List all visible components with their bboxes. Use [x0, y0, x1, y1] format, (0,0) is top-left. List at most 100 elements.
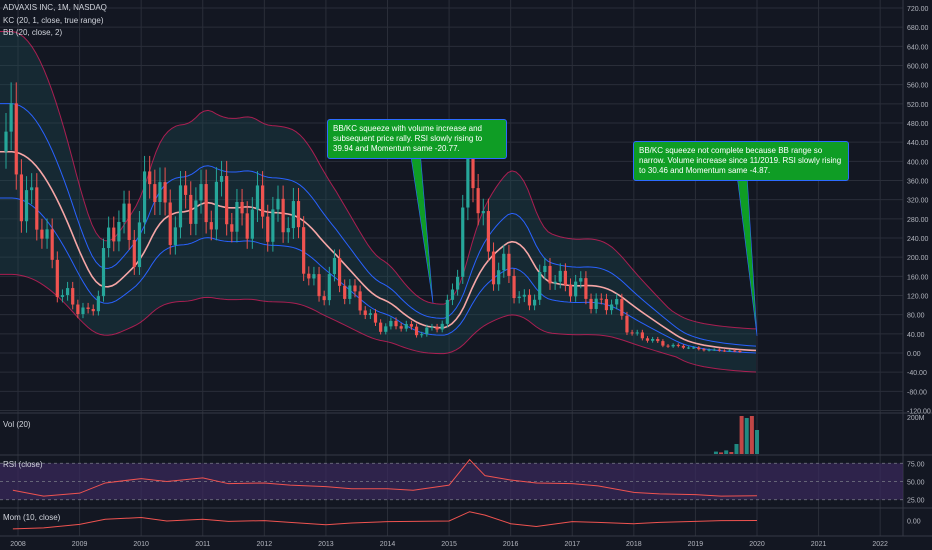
- candle-body: [142, 171, 147, 223]
- price-axis-tick-label: -40.00: [907, 370, 927, 377]
- candle-body: [127, 203, 131, 240]
- candle-body: [55, 259, 59, 297]
- candle-body: [322, 296, 326, 301]
- candle-body: [676, 344, 680, 346]
- candle-body: [461, 207, 465, 277]
- candle-body: [230, 224, 234, 232]
- candle-body: [733, 350, 737, 352]
- price-axis-tick-label: -120.00: [907, 409, 931, 416]
- candle-body: [466, 145, 470, 208]
- candle-body: [199, 184, 203, 201]
- candle-body: [430, 326, 434, 328]
- price-axis-tick-label: 200.00: [907, 255, 929, 262]
- kc-indicator-label[interactable]: KC (20, 1, close, true range): [3, 16, 104, 25]
- candle-body: [692, 347, 696, 349]
- price-axis-tick-label: 480.00: [907, 121, 929, 128]
- momentum-axis-tick-label: 0.00: [907, 518, 921, 525]
- momentum-pane-title[interactable]: Mom (10, close): [3, 513, 61, 522]
- time-axis-tick-label: 2016: [503, 541, 519, 548]
- bollinger-band-fill: [0, 31, 756, 373]
- price-axis-tick-label: 160.00: [907, 274, 929, 281]
- volume-bar: [724, 450, 729, 454]
- candle-body: [599, 298, 603, 300]
- candle-body: [589, 298, 593, 309]
- time-axis-tick-label: 2014: [380, 541, 396, 548]
- bb-indicator-label[interactable]: BB (20, close, 2): [3, 28, 63, 37]
- price-axis-tick-label: 120.00: [907, 294, 929, 301]
- candle-body: [717, 349, 721, 351]
- candle-body: [50, 229, 54, 260]
- candle-body: [35, 187, 39, 230]
- time-axis-tick-label: 2011: [195, 541, 210, 548]
- candle-body: [60, 295, 65, 297]
- price-axis-tick-label: -80.00: [907, 389, 927, 396]
- candle-body: [245, 213, 249, 239]
- candle-body: [296, 201, 301, 228]
- candle-body: [132, 239, 136, 268]
- price-axis-tick-label: 240.00: [907, 236, 929, 243]
- volume-bar: [734, 444, 739, 454]
- candle-body: [722, 350, 727, 352]
- candle-body: [317, 274, 321, 297]
- volume-bar: [739, 416, 744, 454]
- rsi-pane-title[interactable]: RSI (close): [3, 460, 43, 469]
- candle-body: [184, 185, 188, 195]
- time-axis-tick-label: 2019: [688, 541, 704, 548]
- candle-body: [327, 274, 331, 301]
- candle-body: [373, 313, 378, 323]
- candle-body: [527, 294, 532, 306]
- candle-body: [137, 222, 142, 268]
- volume-pane-title[interactable]: Vol (20): [3, 420, 31, 429]
- time-axis-tick-label: 2020: [749, 541, 765, 548]
- candle-body: [420, 334, 424, 336]
- candle-body: [81, 307, 85, 315]
- volume-bar: [719, 452, 724, 454]
- candle-body: [219, 176, 224, 182]
- candle-body: [30, 187, 34, 191]
- candle-body: [532, 299, 537, 306]
- candle-body: [194, 200, 198, 224]
- candle-body: [640, 332, 644, 339]
- candle-body: [512, 275, 516, 299]
- rsi-axis-tick-label: 75.00: [907, 461, 925, 468]
- candle-body: [604, 299, 609, 311]
- candle-body: [497, 270, 501, 285]
- candle-body: [728, 350, 732, 352]
- candle-body: [697, 347, 701, 350]
- candle-body: [112, 227, 116, 242]
- candle-body: [91, 308, 95, 312]
- candle-body: [225, 176, 229, 225]
- candle-body: [168, 202, 172, 245]
- volume-axis-tick-label: 200M: [907, 415, 925, 422]
- volume-bar: [744, 418, 749, 454]
- volume-bar: [713, 451, 718, 454]
- candle-body: [491, 251, 496, 285]
- candle-body: [250, 209, 254, 239]
- annotation-note-squeeze-2015[interactable]: BB/KC squeeze with volume increase and s…: [327, 119, 507, 159]
- candle-body: [399, 326, 403, 329]
- time-axis-tick-label: 2008: [10, 541, 26, 548]
- candle-body: [101, 248, 106, 297]
- time-axis-tick-label: 2021: [811, 541, 827, 548]
- candle-body: [384, 326, 388, 332]
- candle-body: [271, 209, 275, 242]
- candle-body: [65, 288, 70, 296]
- candle-body: [440, 323, 444, 330]
- candle-body: [214, 181, 219, 230]
- candle-body: [235, 201, 239, 232]
- candle-body: [558, 270, 562, 282]
- rsi-axis-tick-label: 25.00: [907, 498, 925, 505]
- time-axis-tick-label: 2009: [72, 541, 88, 548]
- candle-body: [702, 349, 706, 351]
- candle-body: [625, 315, 629, 333]
- annotation-note-squeeze-2019[interactable]: BB/KC squeeze not complete because BB ra…: [633, 141, 849, 181]
- candle-body: [302, 227, 306, 274]
- candle-body: [24, 190, 29, 222]
- time-axis-tick-label: 2015: [441, 541, 457, 548]
- candle-body: [651, 339, 655, 341]
- candle-body: [409, 324, 414, 327]
- candle-body: [96, 296, 100, 312]
- candle-body: [661, 341, 665, 346]
